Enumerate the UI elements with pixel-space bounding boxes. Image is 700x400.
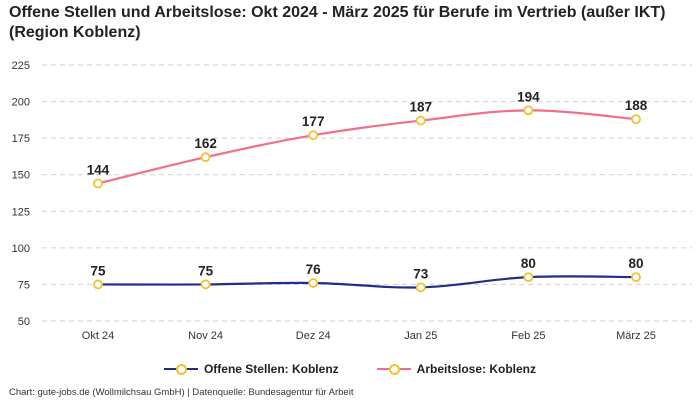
- x-tick-label: Nov 24: [188, 330, 223, 342]
- data-label: 73: [413, 266, 429, 281]
- chart-title: Offene Stellen und Arbeitslose: Okt 2024…: [9, 4, 666, 41]
- series-line: [97, 109, 637, 185]
- data-point: [93, 178, 103, 189]
- data-point: [631, 114, 641, 125]
- data-label: 187: [410, 100, 433, 115]
- data-label: 76: [306, 262, 322, 277]
- series-line: [97, 275, 637, 289]
- data-label: 75: [198, 263, 214, 278]
- x-tick-label: März 25: [616, 330, 656, 342]
- data-label: 75: [90, 263, 106, 278]
- data-point: [631, 272, 641, 283]
- data-label: 144: [87, 162, 110, 177]
- chart-legend: Offene Stellen: Koblenz Arbeitslose: Kob…: [0, 362, 700, 376]
- y-tick-label: 225: [12, 60, 30, 72]
- legend-label-offene-stellen: Offene Stellen: Koblenz: [203, 362, 339, 376]
- y-tick-label: 75: [18, 279, 30, 291]
- data-point: [523, 105, 534, 116]
- data-point: [93, 279, 103, 290]
- y-tick-label: 150: [12, 170, 30, 182]
- y-tick-label: 175: [12, 133, 30, 145]
- x-tick-label: Okt 24: [82, 330, 114, 342]
- legend-item-offene-stellen[interactable]: Offene Stellen: Koblenz: [163, 362, 339, 376]
- data-label: 162: [194, 136, 217, 151]
- data-label: 177: [302, 114, 325, 129]
- x-tick-label: Dez 24: [296, 330, 331, 342]
- data-label: 80: [521, 256, 536, 271]
- data-point: [523, 272, 534, 283]
- y-tick-label: 100: [12, 243, 30, 255]
- legend-swatch-arbeitslose: [376, 363, 411, 375]
- x-tick-label: Feb 25: [511, 330, 545, 342]
- data-label: 188: [625, 98, 648, 113]
- legend-item-arbeitslose[interactable]: Arbeitslose: Koblenz: [376, 362, 537, 376]
- data-point: [415, 282, 426, 293]
- data-point: [200, 279, 211, 290]
- data-point: [415, 115, 426, 126]
- legend-label-arbeitslose: Arbeitslose: Koblenz: [416, 362, 537, 376]
- y-tick-label: 50: [18, 316, 30, 328]
- chart-footer: Chart: gute-jobs.de (Wollmilchsau GmbH) …: [9, 387, 354, 398]
- data-point: [308, 278, 319, 288]
- y-tick-label: 200: [12, 97, 30, 109]
- y-tick-label: 125: [12, 206, 30, 218]
- data-point: [308, 130, 319, 141]
- data-label: 80: [628, 256, 643, 271]
- data-point: [200, 152, 211, 163]
- x-tick-label: Jan 25: [404, 330, 437, 342]
- legend-swatch-offene-stellen: [163, 363, 198, 375]
- data-label: 194: [517, 89, 540, 104]
